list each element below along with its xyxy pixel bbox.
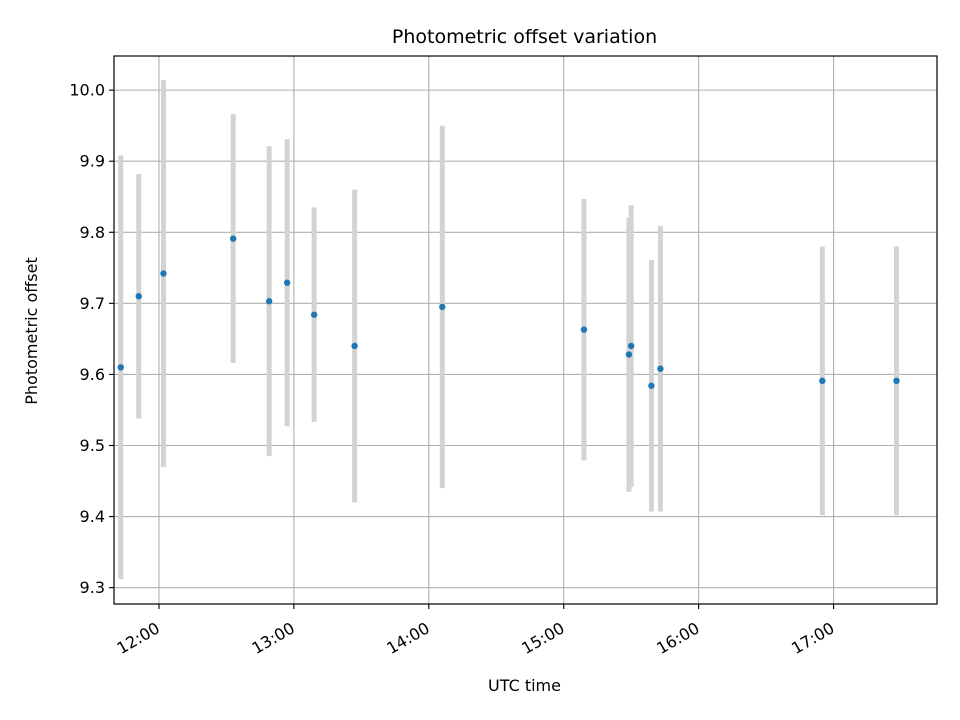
y-axis-ticks: 9.3 9.4 9.5 9.6 9.7 9.8 9.9 10.0 xyxy=(69,81,114,597)
data-point xyxy=(117,364,124,371)
plot-frame xyxy=(113,55,938,605)
chart-title: Photometric offset variation xyxy=(392,26,657,48)
data-point xyxy=(229,235,237,242)
y-axis-title: Photometric offset xyxy=(22,257,41,405)
data-point xyxy=(439,303,446,311)
data-point xyxy=(627,342,635,350)
grid xyxy=(114,56,937,604)
data-point xyxy=(283,279,291,286)
y-tick-label: 9.4 xyxy=(80,507,105,526)
y-tick-label: 9.5 xyxy=(80,436,105,455)
data-point xyxy=(648,382,655,389)
x-axis-title: UTC time xyxy=(488,676,561,695)
data-point xyxy=(893,377,900,385)
data-point xyxy=(265,298,273,305)
y-tick-label: 9.8 xyxy=(80,223,105,242)
data-point xyxy=(310,311,318,318)
data-point xyxy=(580,326,588,333)
data-point xyxy=(657,365,664,372)
y-tick-label: 9.3 xyxy=(80,578,105,597)
y-tick-label: 10.0 xyxy=(69,81,105,100)
data-point xyxy=(625,351,633,358)
data-point xyxy=(819,377,826,385)
data-point xyxy=(351,342,358,350)
y-tick-label: 9.6 xyxy=(80,365,105,384)
y-tick-label: 9.9 xyxy=(80,152,105,171)
data-point xyxy=(160,270,167,277)
data-point xyxy=(135,293,142,300)
data-points xyxy=(117,235,900,389)
y-tick-label: 9.7 xyxy=(80,294,105,313)
